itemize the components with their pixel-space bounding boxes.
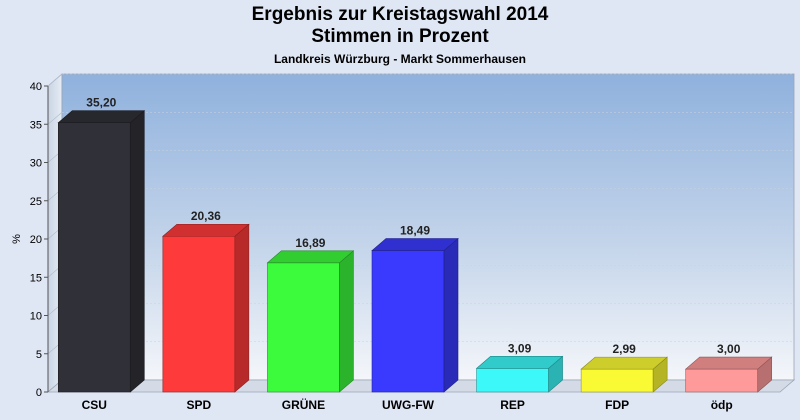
bar-top: [162, 223, 250, 237]
data-label: 35,20: [86, 96, 116, 110]
data-label: 16,89: [295, 236, 325, 250]
y-tick-label: 35: [30, 119, 42, 131]
chart-subtitle: Stimmen in Prozent: [311, 26, 489, 47]
y-tick-label: 15: [30, 272, 42, 284]
data-label: 18,49: [400, 224, 430, 238]
y-tick-label: 0: [36, 387, 42, 399]
bar-group: 3,00: [684, 342, 773, 393]
gridline-side: [47, 73, 63, 87]
bar: [371, 250, 445, 393]
gridline-side: [47, 112, 63, 125]
bar: [685, 368, 759, 393]
bar-group: 3,09: [475, 341, 564, 393]
x-tick-label: REP: [500, 398, 525, 412]
bar-side: [129, 110, 145, 393]
bar: [162, 235, 236, 393]
data-label: 20,36: [191, 209, 221, 223]
bar-group: 35,20: [57, 96, 146, 393]
x-tick-label: FDP: [605, 398, 629, 412]
bars: 35,20 20,36 16,89 18,49 3,09 2,99 3,00: [57, 96, 773, 393]
x-tick-label: ödp: [711, 398, 733, 412]
y-tick-label: 5: [36, 349, 42, 361]
bar-top: [475, 356, 564, 369]
bar-side: [234, 223, 250, 393]
y-tick-label: 20: [30, 234, 42, 246]
x-tick-label: UWG-FW: [382, 398, 435, 412]
y-axis-label: %: [11, 234, 23, 244]
data-label: 3,00: [717, 342, 741, 356]
bar-side: [339, 250, 354, 393]
x-tick-label: GRÜNE: [282, 397, 325, 412]
bar-top: [684, 356, 773, 370]
bar-group: 2,99: [580, 342, 668, 393]
bar: [57, 122, 131, 393]
axes: 0 5 10 15 20 25 30 35 40% CSU SPD GRÜNE UWG-FW REP FDP…: [11, 81, 733, 412]
bar-top: [580, 356, 668, 370]
bar-top: [371, 238, 459, 251]
bar: [267, 262, 340, 393]
data-label: 3,09: [508, 341, 532, 355]
y-tick-label: 25: [30, 196, 42, 208]
bar-top: [57, 110, 146, 124]
bar-group: 20,36: [162, 209, 250, 393]
bar-top: [266, 250, 355, 264]
bar: [476, 368, 549, 393]
y-tick-label: 30: [30, 158, 42, 170]
x-tick-label: SPD: [187, 398, 212, 412]
y-tick-label: 10: [30, 311, 42, 323]
bar-side: [443, 237, 459, 393]
bar-group: 16,89: [266, 236, 355, 393]
chart-caption: Landkreis Würzburg - Markt Sommerhausen: [273, 52, 527, 66]
chart-titles: Ergebnis zur Kreistagswahl 2014 Stimmen …: [0, 0, 800, 67]
bar: [580, 368, 654, 393]
chart-title: Ergebnis zur Kreistagswahl 2014: [251, 4, 549, 25]
x-tick-label: CSU: [82, 398, 107, 412]
bar-group: 18,49: [371, 224, 459, 393]
data-label: 2,99: [612, 342, 636, 356]
y-tick-label: 40: [30, 81, 42, 93]
